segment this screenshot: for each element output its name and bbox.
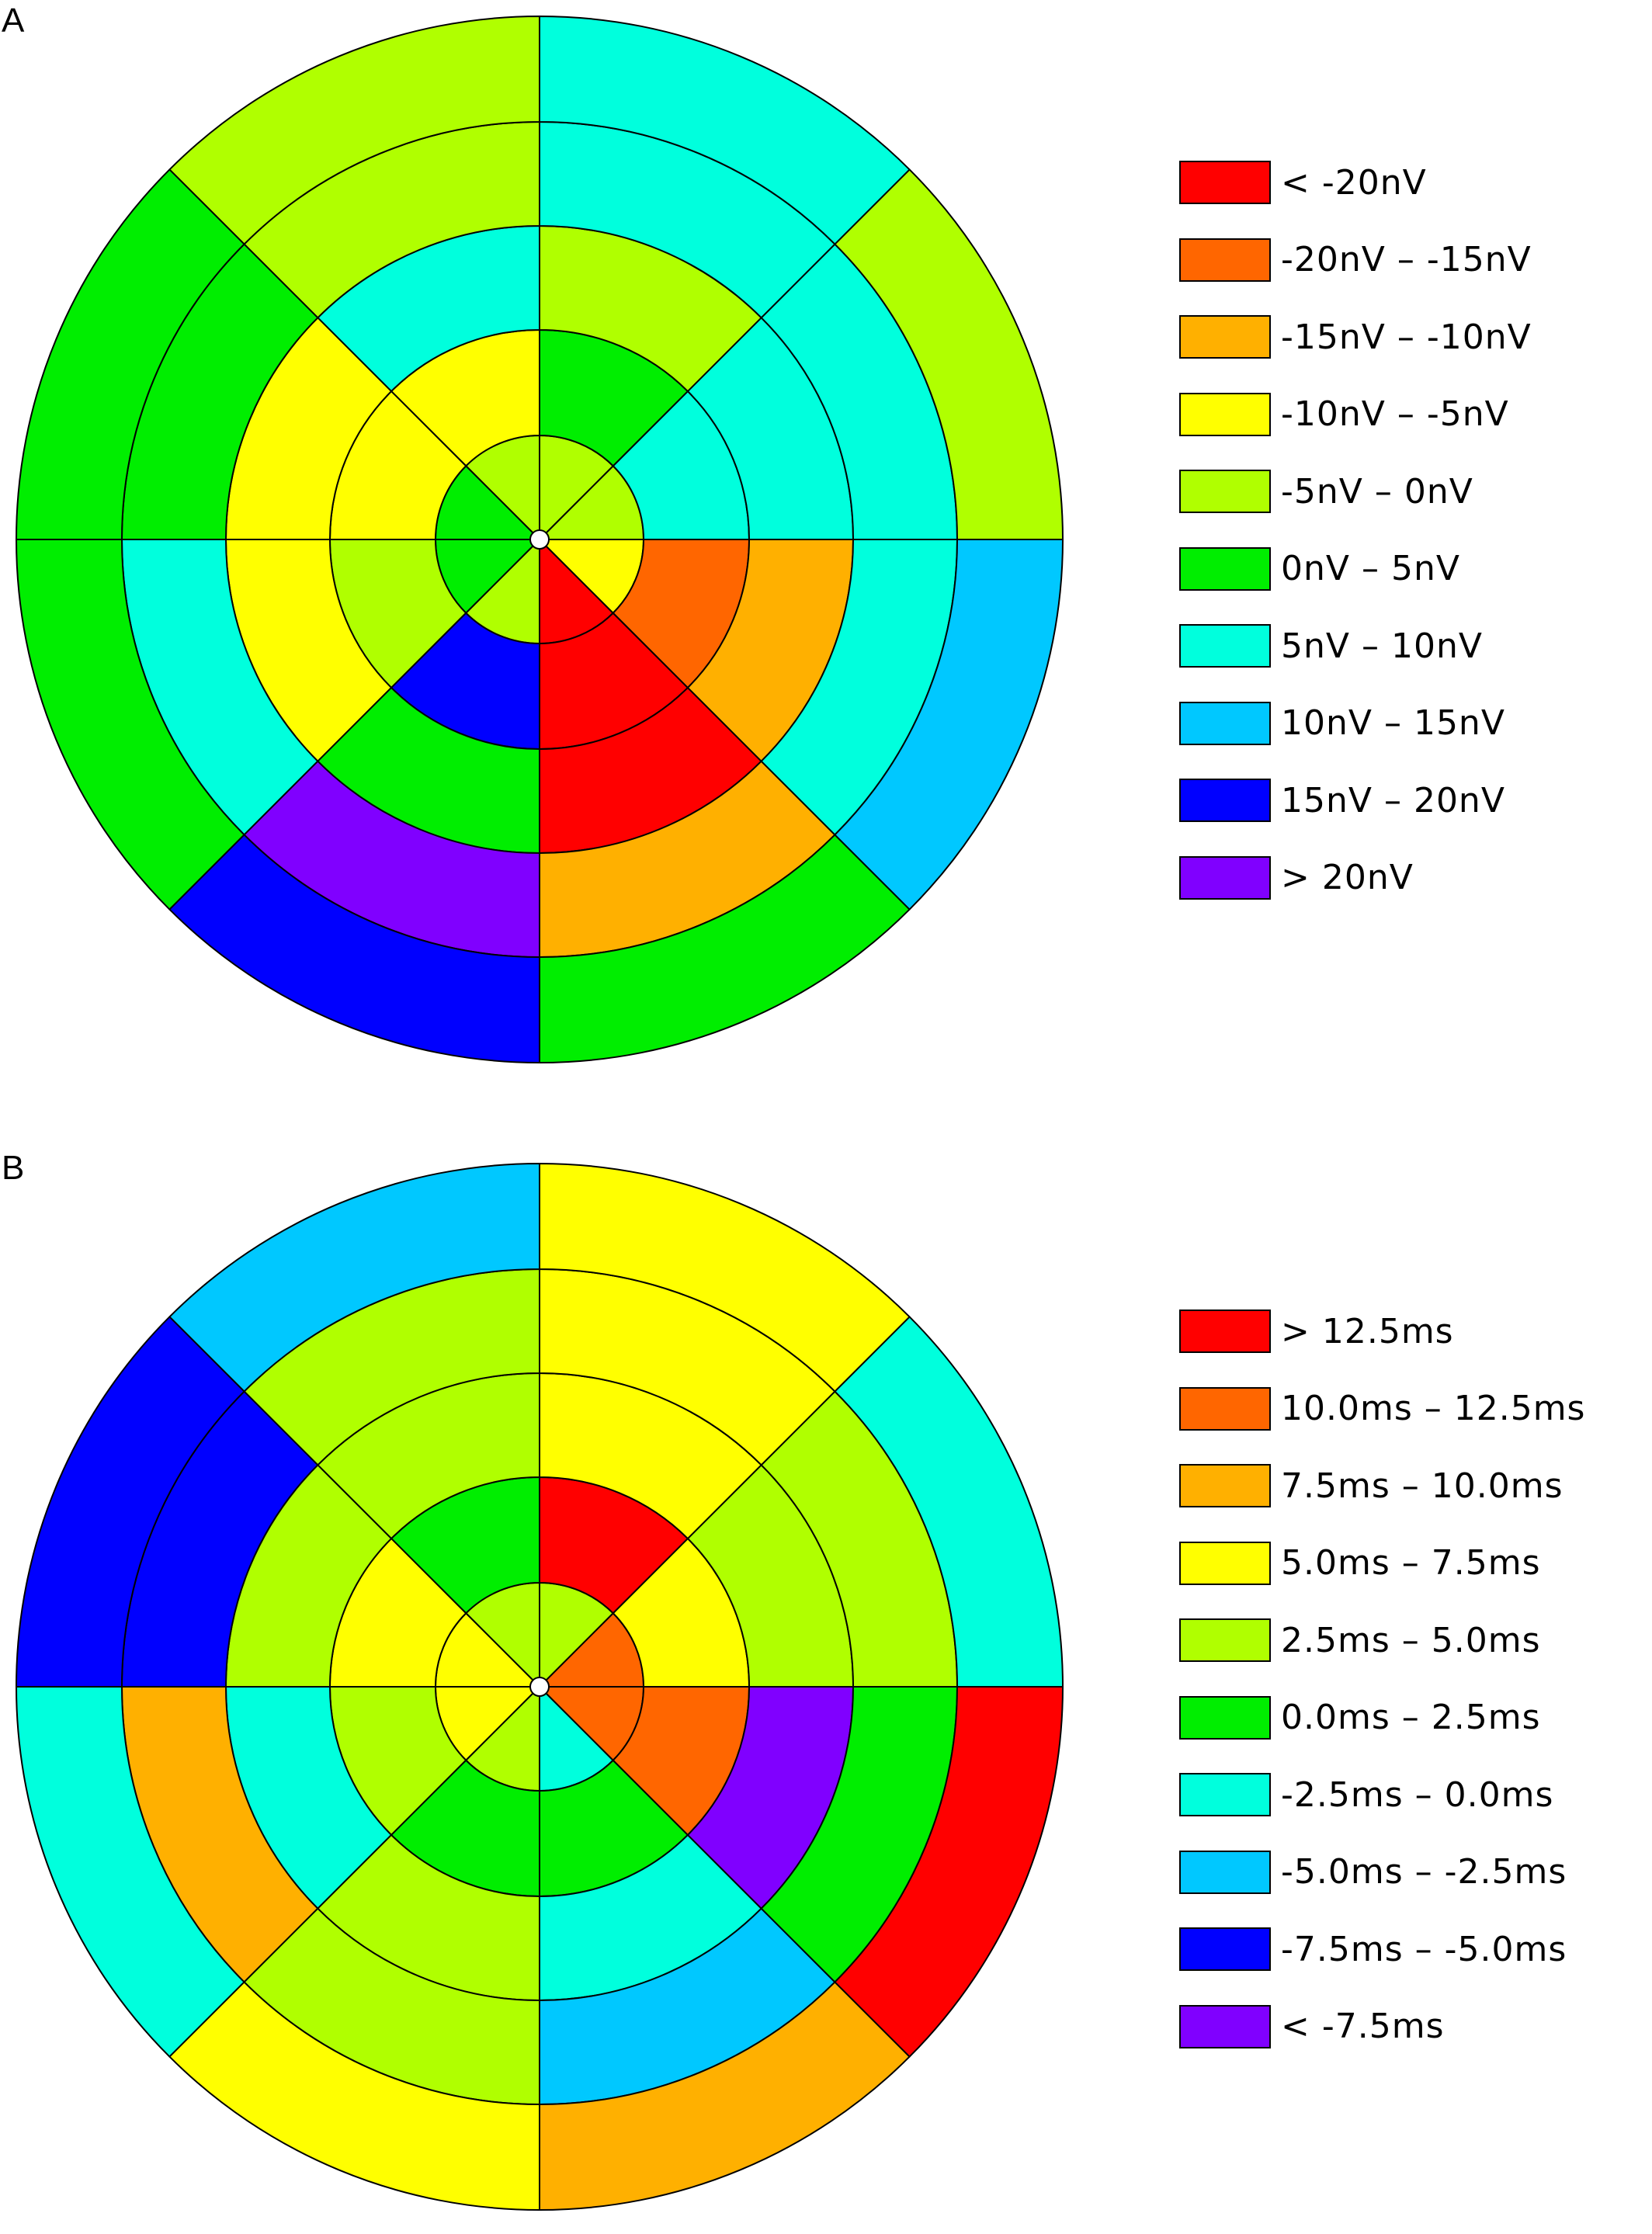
bullseye-plot-a [16, 16, 1064, 1063]
legend-swatch [1179, 855, 1271, 900]
legend-swatch [1179, 546, 1271, 591]
panel-b-letter: B [2, 1149, 25, 1187]
legend-label: > 20nV [1281, 858, 1414, 897]
legend-label: < -7.5ms [1281, 2007, 1445, 2046]
legend-item: -5.0ms – -2.5ms [1179, 1850, 1567, 1894]
legend-swatch [1179, 470, 1271, 513]
bullseye-plot-b [16, 1163, 1064, 2211]
legend-label: 2.5ms – 5.0ms [1281, 1620, 1541, 1660]
legend-item: 7.5ms – 10.0ms [1179, 1464, 1564, 1507]
legend-swatch [1179, 1773, 1271, 1816]
legend-swatch [1179, 1850, 1271, 1894]
legend-label: > 12.5ms [1281, 1311, 1454, 1351]
legend-swatch [1179, 315, 1271, 359]
legend-item: 0nV – 5nV [1179, 546, 1460, 591]
legend-swatch [1179, 1695, 1271, 1740]
legend-label: -20nV – -15nV [1281, 240, 1532, 279]
legend-label: < -20nV [1281, 162, 1427, 203]
legend-item: -20nV – -15nV [1179, 238, 1532, 282]
legend-item: > 12.5ms [1179, 1310, 1454, 1353]
legend-item: 5.0ms – 7.5ms [1179, 1541, 1541, 1585]
legend-label: -5nV – 0nV [1281, 471, 1473, 512]
legend-swatch [1179, 1541, 1271, 1585]
legend-label: 7.5ms – 10.0ms [1281, 1466, 1564, 1506]
legend-item: < -20nV [1179, 161, 1427, 204]
legend-label: 0nV – 5nV [1281, 549, 1460, 588]
legend-label: -15nV – -10nV [1281, 317, 1532, 357]
legend-item: 15nV – 20nV [1179, 779, 1505, 822]
segment-a-ring5-sector8 [834, 539, 1064, 911]
legend-swatch [1179, 1386, 1271, 1431]
legend-label: 0.0ms – 2.5ms [1281, 1698, 1541, 1737]
legend-item: 2.5ms – 5.0ms [1179, 1618, 1541, 1662]
legend-item: -5nV – 0nV [1179, 470, 1473, 513]
legend-swatch [1179, 779, 1271, 822]
legend-label: 5nV – 10nV [1281, 626, 1483, 666]
legend-item: < -7.5ms [1179, 2004, 1445, 2048]
legend-swatch [1179, 2004, 1271, 2048]
legend-item: -10nV – -5nV [1179, 392, 1509, 436]
legend-swatch [1179, 161, 1271, 204]
legend-swatch [1179, 238, 1271, 282]
center-marker [529, 529, 550, 550]
segment-b-ring5-sector8 [834, 1686, 1064, 2058]
legend-label: -7.5ms – -5.0ms [1281, 1929, 1567, 1969]
legend-swatch [1179, 624, 1271, 668]
legend-swatch [1179, 701, 1271, 745]
legend-label: 5.0ms – 7.5ms [1281, 1543, 1541, 1583]
legend-swatch [1179, 392, 1271, 436]
legend-item: 10nV – 15nV [1179, 701, 1505, 745]
legend-swatch [1179, 1464, 1271, 1507]
legend-item: -15nV – -10nV [1179, 315, 1532, 359]
legend-swatch [1179, 1310, 1271, 1353]
legend-item: 0.0ms – 2.5ms [1179, 1695, 1541, 1740]
center-marker [529, 1677, 550, 1697]
legend-swatch [1179, 1618, 1271, 1662]
legend-label: -10nV – -5nV [1281, 394, 1509, 434]
legend-label: -2.5ms – 0.0ms [1281, 1774, 1554, 1815]
panel-a-letter: A [2, 2, 25, 40]
legend-label: 10.0ms – 12.5ms [1281, 1389, 1586, 1428]
legend-swatch [1179, 1927, 1271, 1971]
legend-item: 5nV – 10nV [1179, 624, 1483, 668]
legend-label: -5.0ms – -2.5ms [1281, 1852, 1567, 1892]
legend-item: -7.5ms – -5.0ms [1179, 1927, 1567, 1971]
legend-label: 10nV – 15nV [1281, 703, 1505, 743]
legend-label: 15nV – 20nV [1281, 780, 1505, 820]
legend-item: > 20nV [1179, 855, 1414, 900]
legend-item: -2.5ms – 0.0ms [1179, 1773, 1553, 1816]
legend-item: 10.0ms – 12.5ms [1179, 1386, 1586, 1431]
